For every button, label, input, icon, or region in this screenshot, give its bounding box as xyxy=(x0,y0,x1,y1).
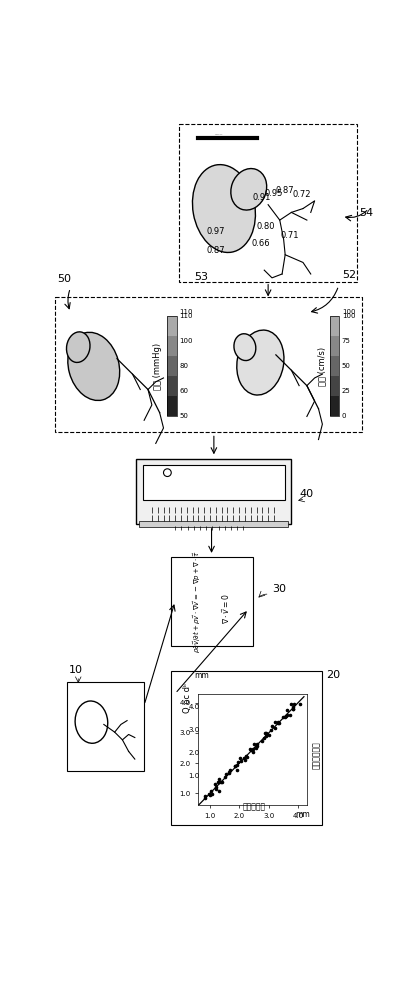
Bar xyxy=(167,316,177,416)
Bar xyxy=(330,316,339,336)
Text: 50: 50 xyxy=(179,413,188,419)
Text: 50: 50 xyxy=(57,274,71,284)
Bar xyxy=(330,356,339,376)
Text: 75: 75 xyxy=(342,338,351,344)
Bar xyxy=(171,557,253,646)
Text: 4.0: 4.0 xyxy=(188,704,200,710)
Bar xyxy=(167,376,177,396)
Text: ___: ___ xyxy=(213,130,222,135)
Text: 0.66: 0.66 xyxy=(251,239,270,248)
Text: 速度 (cm/s): 速度 (cm/s) xyxy=(317,347,326,386)
Bar xyxy=(330,376,339,396)
Bar xyxy=(330,396,339,416)
Text: 2.0: 2.0 xyxy=(188,750,200,756)
Text: 100: 100 xyxy=(342,313,355,319)
Text: 0.87: 0.87 xyxy=(207,246,225,255)
Text: 0.91: 0.91 xyxy=(253,192,271,202)
Text: 3.0: 3.0 xyxy=(188,727,200,733)
Text: 100: 100 xyxy=(342,310,355,316)
Text: 50: 50 xyxy=(342,363,351,369)
Text: 0.72: 0.72 xyxy=(292,190,311,199)
Text: 压力 (mmHg): 压力 (mmHg) xyxy=(153,343,162,390)
Ellipse shape xyxy=(237,330,284,395)
Text: $\rho\partial\vec{v}/\partial t+\rho\vec{v}\cdot\nabla\vec{v}=-\nabla p+\nabla\c: $\rho\partial\vec{v}/\partial t+\rho\vec… xyxy=(192,550,203,653)
Text: 预测的压力差: 预测的压力差 xyxy=(312,741,321,769)
Text: 80: 80 xyxy=(179,363,188,369)
Bar xyxy=(67,682,144,771)
Text: 110: 110 xyxy=(179,310,193,316)
Text: 25: 25 xyxy=(342,388,351,394)
Ellipse shape xyxy=(67,332,90,362)
Ellipse shape xyxy=(75,701,108,743)
Text: Q oc dᵏ: Q oc dᵏ xyxy=(183,682,192,713)
Text: 30: 30 xyxy=(272,584,286,594)
Text: mm: mm xyxy=(296,810,310,819)
Text: 0.80: 0.80 xyxy=(256,222,275,231)
Bar xyxy=(143,465,285,500)
Ellipse shape xyxy=(231,169,267,210)
Text: $\nabla\cdot\vec{v}=0$: $\nabla\cdot\vec{v}=0$ xyxy=(220,594,231,624)
Bar xyxy=(167,336,177,356)
Bar xyxy=(179,124,357,282)
Bar xyxy=(330,316,339,416)
Text: 0.95: 0.95 xyxy=(264,189,283,198)
Text: 40: 40 xyxy=(299,489,313,499)
Text: 52: 52 xyxy=(342,270,357,280)
Text: 100: 100 xyxy=(179,338,193,344)
Bar xyxy=(167,356,177,376)
Text: 截位面直径: 截位面直径 xyxy=(243,802,266,811)
Text: 0: 0 xyxy=(342,413,346,419)
Text: 20: 20 xyxy=(326,670,340,680)
Text: mm: mm xyxy=(195,671,209,680)
Bar xyxy=(330,336,339,356)
Text: 53: 53 xyxy=(195,272,209,282)
Text: 0.71: 0.71 xyxy=(281,231,299,240)
Bar xyxy=(139,521,288,527)
Text: 60: 60 xyxy=(179,388,188,394)
Bar xyxy=(167,396,177,416)
Ellipse shape xyxy=(68,332,120,400)
Ellipse shape xyxy=(234,334,256,361)
Circle shape xyxy=(164,469,171,477)
Text: 110: 110 xyxy=(179,313,193,319)
Text: 10: 10 xyxy=(69,665,83,675)
Ellipse shape xyxy=(193,165,256,252)
Text: 0.97: 0.97 xyxy=(207,227,225,236)
Text: 1.0: 1.0 xyxy=(188,773,200,779)
Bar xyxy=(136,459,291,524)
Bar xyxy=(167,316,177,336)
Text: 54: 54 xyxy=(360,208,374,218)
Bar xyxy=(171,671,322,825)
Text: 0.87: 0.87 xyxy=(276,186,294,195)
Bar xyxy=(55,297,362,432)
